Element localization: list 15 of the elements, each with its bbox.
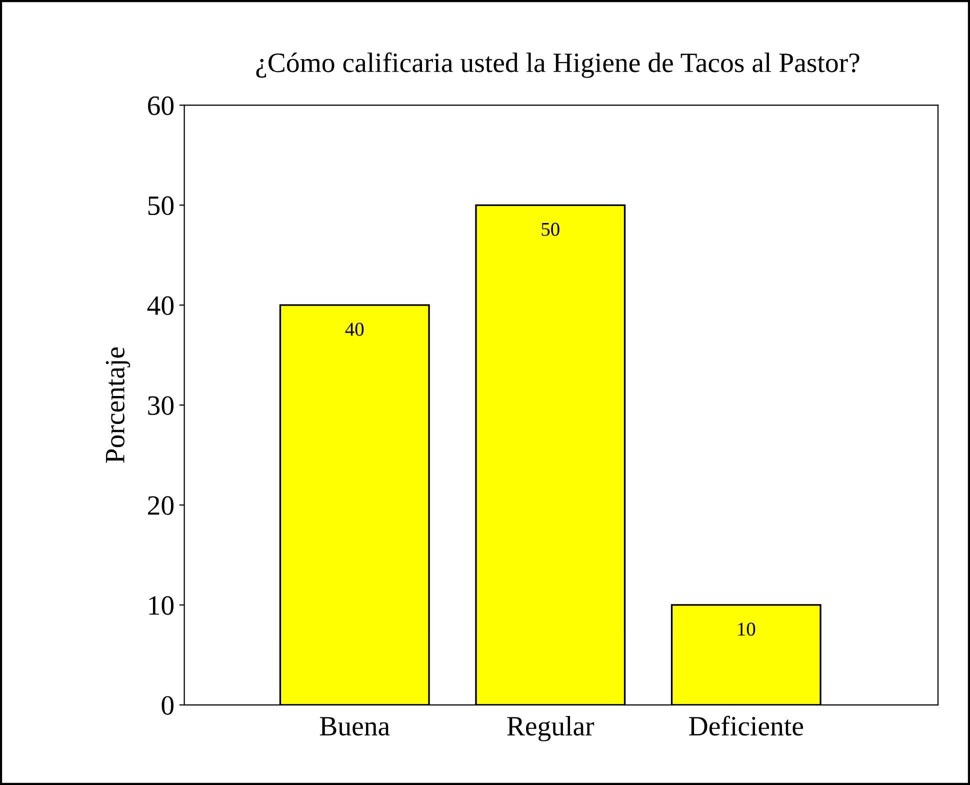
data-label: 10 <box>738 622 756 636</box>
x-tick-label: Regular <box>507 716 594 742</box>
y-tick-label: 40 <box>147 296 174 316</box>
y-tick-label: 50 <box>148 196 174 216</box>
y-axis-title: Porcentaje <box>106 347 130 463</box>
y-tick-label: 20 <box>148 496 174 515</box>
x-tick-label: Deficiente <box>689 716 804 736</box>
x-tick-label: Buena <box>320 717 390 736</box>
y-tick-label: 0 <box>162 696 174 715</box>
data-label: 40 <box>345 322 364 336</box>
y-tick-label: 30 <box>148 396 174 415</box>
chart-title: ¿Cómo calificaria usted la Higiene de Tacos al Pastor? <box>256 52 860 78</box>
data-label: 50 <box>542 222 560 236</box>
y-tick-label: 60 <box>148 96 174 116</box>
y-tick-label: 10 <box>149 596 174 615</box>
